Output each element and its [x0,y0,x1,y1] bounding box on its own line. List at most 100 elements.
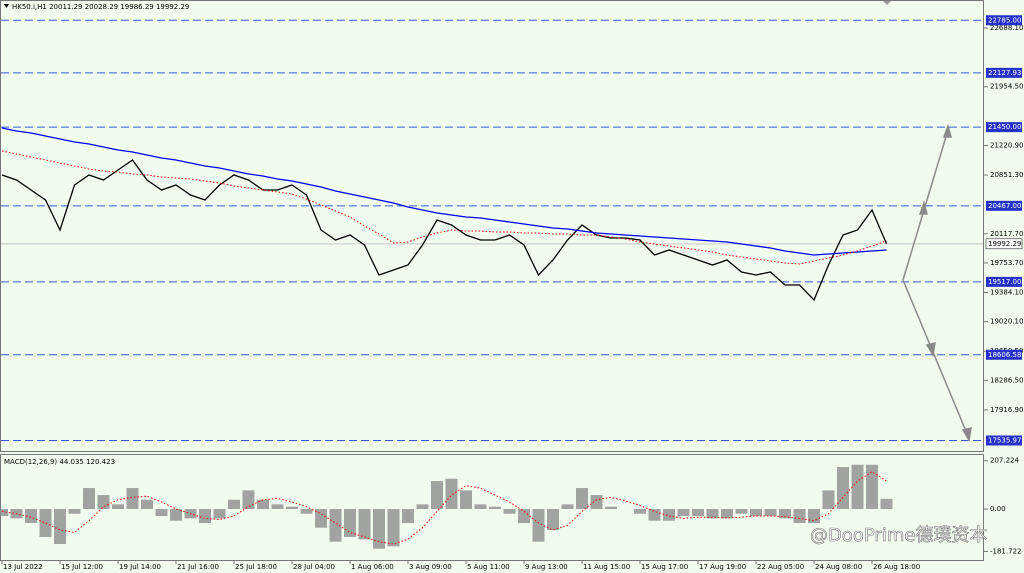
macd-bar [286,506,298,510]
main-frame [0,0,984,452]
macd-bar [721,509,733,519]
macd-bar [25,509,37,524]
macd-bar [706,509,719,519]
y-tick-label: 207.224 [990,457,1019,465]
macd-bar [576,488,588,510]
level-label: 22785.00 [988,16,1021,24]
macd-bar [808,509,820,524]
price-line [1,150,887,265]
macd-bar [271,504,284,510]
macd-bar [489,506,501,510]
macd-bar [242,490,255,510]
macd-bar [141,499,153,510]
macd-bar [344,509,356,538]
x-tick-label: 5 Aug 11:00 [467,563,510,571]
macd-bar [97,495,110,510]
x-tick-label: 3 Aug 09:00 [409,563,452,571]
macd-bar [387,509,400,547]
signal-line [1,471,887,545]
x-tick-label: 28 Jul 04:00 [293,563,335,571]
macd-bar [663,509,675,521]
x-tick-label: 11 Aug 15:00 [583,563,630,571]
macd-bar [170,509,182,521]
level-label: 22127.93 [988,69,1021,77]
y-tick-label: 19020.10 [990,318,1023,326]
level-label: 19517.00 [988,278,1021,286]
macd-bar [0,509,8,517]
y-tick-label: 0.00 [990,505,1006,513]
macd-bar [837,467,849,510]
macd-bar [547,509,559,531]
macd-bar [634,509,646,514]
macd-bar [373,509,385,549]
x-tick-label: 15 Jul 12:00 [61,563,103,571]
macd-bar [445,478,458,510]
macd-bar [83,488,95,510]
arrow-head [918,200,928,215]
macd-bar [402,509,414,524]
macd-bar [358,509,371,540]
macd-bar [329,509,342,542]
price-line [1,127,887,256]
macd-bar [764,509,777,517]
macd-bar [822,490,835,510]
macd-bar [213,509,226,519]
last-price-label: 19992.29 [988,240,1021,248]
macd-frame [0,454,984,561]
macd-bar [692,509,704,517]
macd-bar [851,464,864,510]
level-label-box [986,349,1022,360]
projection-up [902,129,949,281]
macd-bar [677,509,690,517]
plot: 22688.10 21954.50 21220.90 20851.30 20117.70… [0,15,1023,571]
last-price-box [985,238,1023,250]
projection [902,123,972,443]
x-tick-label: 21 Jul 16:00 [177,563,219,571]
macd-bar [460,490,472,510]
macd-bar [590,495,603,510]
macd-bar [199,509,211,524]
macd-bar [228,499,240,510]
macd-bar [605,506,617,510]
macd-bar [561,504,574,510]
level-label: 17535.97 [988,436,1021,444]
macd-bar [532,509,545,542]
x-tick-label: 19 Jul 14:00 [119,563,161,571]
x-tick-label: 13 Jul 2022 [3,563,43,571]
y-tick-label: 19384.10 [990,289,1023,297]
x-tick-label: 1 Aug 06:00 [351,563,394,571]
y-tick-label: 22688.10 [990,24,1023,32]
arrow-head [961,426,972,443]
macd-bar [54,509,66,545]
macd-bar [503,509,516,514]
x-tick-label: 25 Jul 18:00 [235,563,277,571]
macd-bar [68,509,81,514]
macd-bar [300,509,313,514]
macd-bar [866,464,878,510]
level-label-box [986,200,1022,211]
price-line [1,159,888,302]
y-tick-label: 20851.30 [990,171,1023,179]
title-marker [4,4,9,8]
level-label-box [986,122,1022,133]
x-tick-label: 15 Aug 17:00 [641,563,688,571]
level-label: 21450.00 [988,123,1021,131]
x-tick-label: 22 Aug 05:00 [757,563,804,571]
y-tick-label: 19753.70 [990,259,1023,267]
macd-title: MACD(12,26,9) 44.035 120.423 [4,458,115,466]
macd-bar [880,498,893,510]
y-tick-label: 18286.50 [990,376,1023,384]
x-tick-label: 9 Aug 13:00 [525,563,568,571]
watermark: @DooPrime德璞资本 [810,525,987,546]
projection-down [902,279,969,437]
macd-bar [416,504,429,510]
y-tick-label: -181.722 [990,547,1021,555]
macd-bar [474,504,487,510]
macd-bar [793,509,806,524]
macd-bar [155,509,168,517]
macd-bar [39,509,52,538]
macd-bar [750,509,762,517]
level-label-box [986,67,1022,78]
y-tick-label: 20117.70 [990,230,1023,238]
